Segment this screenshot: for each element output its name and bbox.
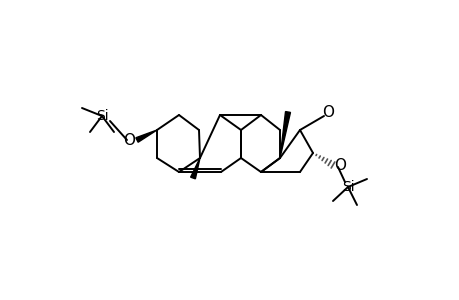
Text: O: O <box>333 158 345 172</box>
Text: O: O <box>321 104 333 119</box>
Polygon shape <box>280 112 290 158</box>
Polygon shape <box>135 130 157 142</box>
Polygon shape <box>190 158 200 179</box>
Text: Si: Si <box>341 180 353 194</box>
Text: O: O <box>123 133 134 148</box>
Text: Si: Si <box>95 109 108 123</box>
